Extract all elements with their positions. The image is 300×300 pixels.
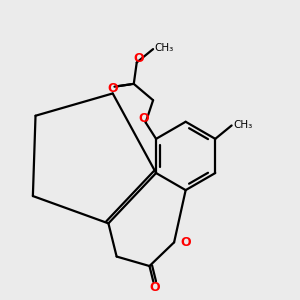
Text: CH₃: CH₃ bbox=[154, 44, 174, 53]
Text: O: O bbox=[108, 82, 118, 95]
Text: CH₃: CH₃ bbox=[233, 120, 252, 130]
Text: O: O bbox=[149, 280, 160, 294]
Text: O: O bbox=[139, 112, 149, 125]
Text: O: O bbox=[133, 52, 143, 64]
Text: O: O bbox=[180, 236, 191, 249]
